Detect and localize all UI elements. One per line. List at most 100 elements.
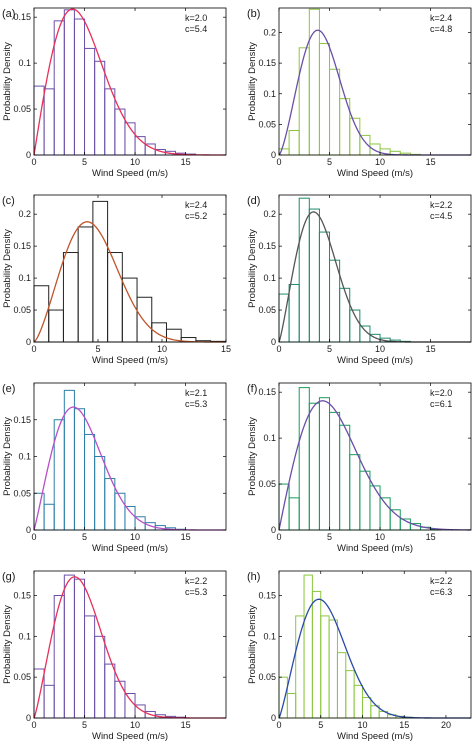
panel-b: 0 5 10 15 0 0.05 0.1 0.15 0.2 Wind Speed (m/s) Pro… (247, 7, 472, 179)
scale-parameter-label: c=6.3 (430, 587, 452, 597)
y-tick-label: 0.05 (258, 479, 276, 489)
shape-parameter-label: k=2.0 (185, 13, 207, 23)
histogram-bar (288, 497, 300, 531)
histogram-bar (369, 143, 381, 156)
y-tick-label: 0 (271, 337, 276, 347)
y-axis-label: Probability Density (2, 605, 13, 684)
axes-box (278, 194, 472, 343)
histogram-bar (124, 505, 136, 531)
x-tick-label: 15 (426, 157, 436, 167)
histogram-bar (318, 397, 331, 531)
scale-parameter-label: c=5.3 (185, 399, 207, 409)
histogram-bar (329, 259, 341, 343)
histogram-bar (121, 277, 138, 343)
x-tick-label: 10 (375, 157, 385, 167)
y-tick-label: 0 (271, 713, 276, 723)
histogram-bar (77, 226, 94, 343)
shape-parameter-label: k=2.0 (430, 388, 452, 398)
shape-parameter-label: k=2.2 (430, 576, 452, 586)
histogram-bar (63, 574, 75, 719)
histogram-bar (43, 684, 55, 719)
histogram-bar (84, 433, 96, 531)
y-tick-label: 0.1 (18, 58, 31, 68)
panel-label: (e) (2, 383, 15, 395)
histogram-bar (114, 492, 126, 531)
x-tick-label: 5 (82, 532, 87, 542)
x-tick-label: 5 (82, 720, 87, 730)
histogram-bar (62, 252, 79, 343)
panel-f: 0 5 10 15 0 0.05 0.1 0.15 Wind Speed (m/s) Probab… (247, 382, 472, 554)
x-axis-label: Wind Speed (m/s) (337, 355, 413, 366)
histogram-bar (43, 88, 55, 156)
panel-g: 0 5 10 15 0 0.05 0.1 0.15 Wind Speed (m/s) Probab… (2, 570, 227, 742)
histogram-bar (107, 252, 123, 343)
histogram-bar (389, 509, 401, 531)
histogram-bar (308, 208, 320, 343)
shape-parameter-label: k=2.4 (430, 13, 452, 23)
x-tick-label: 15 (181, 720, 191, 730)
x-tick-label: 15 (426, 344, 436, 354)
scale-parameter-label: c=6.1 (430, 399, 452, 409)
y-tick-label: 0.1 (263, 433, 276, 443)
x-tick-label: 0 (31, 532, 36, 542)
scale-parameter-label: c=5.3 (185, 587, 207, 597)
panel-label: (c) (2, 195, 15, 207)
x-tick-label: 15 (399, 720, 409, 730)
histogram-bar (308, 402, 320, 531)
histogram-bar (84, 615, 96, 719)
histogram-bar (318, 231, 331, 343)
y-tick-label: 0.1 (263, 631, 276, 641)
y-tick-label: 0.15 (13, 12, 31, 22)
weibull-fit-curve (33, 406, 226, 531)
weibull-fit-curve (278, 400, 471, 531)
shape-parameter-label: k=2.2 (185, 576, 207, 586)
histogram-bar (43, 503, 55, 531)
x-tick-label: 0 (276, 532, 281, 542)
scale-parameter-label: c=4.5 (430, 211, 452, 221)
scale-parameter-label: c=5.2 (185, 211, 207, 221)
y-tick-label: 0.15 (13, 591, 31, 601)
histogram-bar (353, 684, 363, 719)
histogram-bar (104, 663, 116, 719)
x-axis-label: Wind Speed (m/s) (337, 731, 413, 742)
x-tick-label: 5 (327, 157, 332, 167)
histogram-bar (359, 470, 371, 531)
histogram-bar (336, 652, 347, 719)
x-tick-label: 5 (82, 157, 87, 167)
x-tick-label: 15 (181, 532, 191, 542)
y-tick-label: 0 (26, 525, 31, 535)
histogram-bar (288, 283, 300, 343)
histogram-bar (92, 200, 109, 343)
histogram-bar (63, 9, 75, 156)
x-tick-label: 10 (157, 344, 167, 354)
histogram-bar (303, 574, 313, 719)
y-axis-label: Probability Density (247, 42, 258, 121)
histogram-bar (369, 485, 381, 531)
histogram-bar (320, 615, 330, 719)
histogram-bar (63, 389, 75, 531)
y-tick-label: 0 (26, 150, 31, 160)
x-tick-label: 0 (276, 157, 281, 167)
histogram-bar (339, 424, 351, 531)
histogram-bar (329, 411, 341, 531)
y-tick-label: 0 (271, 150, 276, 160)
histogram-bar (104, 88, 116, 156)
axes-box (278, 570, 472, 719)
x-tick-label: 10 (375, 344, 385, 354)
histogram-bar (318, 43, 331, 156)
y-tick-label: 0.1 (263, 273, 276, 283)
y-tick-label: 0.2 (263, 209, 276, 219)
histogram-bar (345, 670, 355, 719)
y-axis-label: Probability Density (2, 42, 13, 121)
axes-box (33, 7, 227, 156)
histogram-bar (94, 456, 106, 531)
x-tick-label: 0 (31, 157, 36, 167)
x-tick-label: 10 (130, 720, 140, 730)
histogram-bar (33, 668, 45, 719)
histogram-bar (298, 197, 310, 343)
x-axis-label: Wind Speed (m/s) (337, 168, 413, 179)
y-tick-label: 0.2 (263, 28, 276, 38)
y-tick-label: 0.05 (13, 305, 31, 315)
scale-parameter-label: c=4.8 (430, 24, 452, 34)
